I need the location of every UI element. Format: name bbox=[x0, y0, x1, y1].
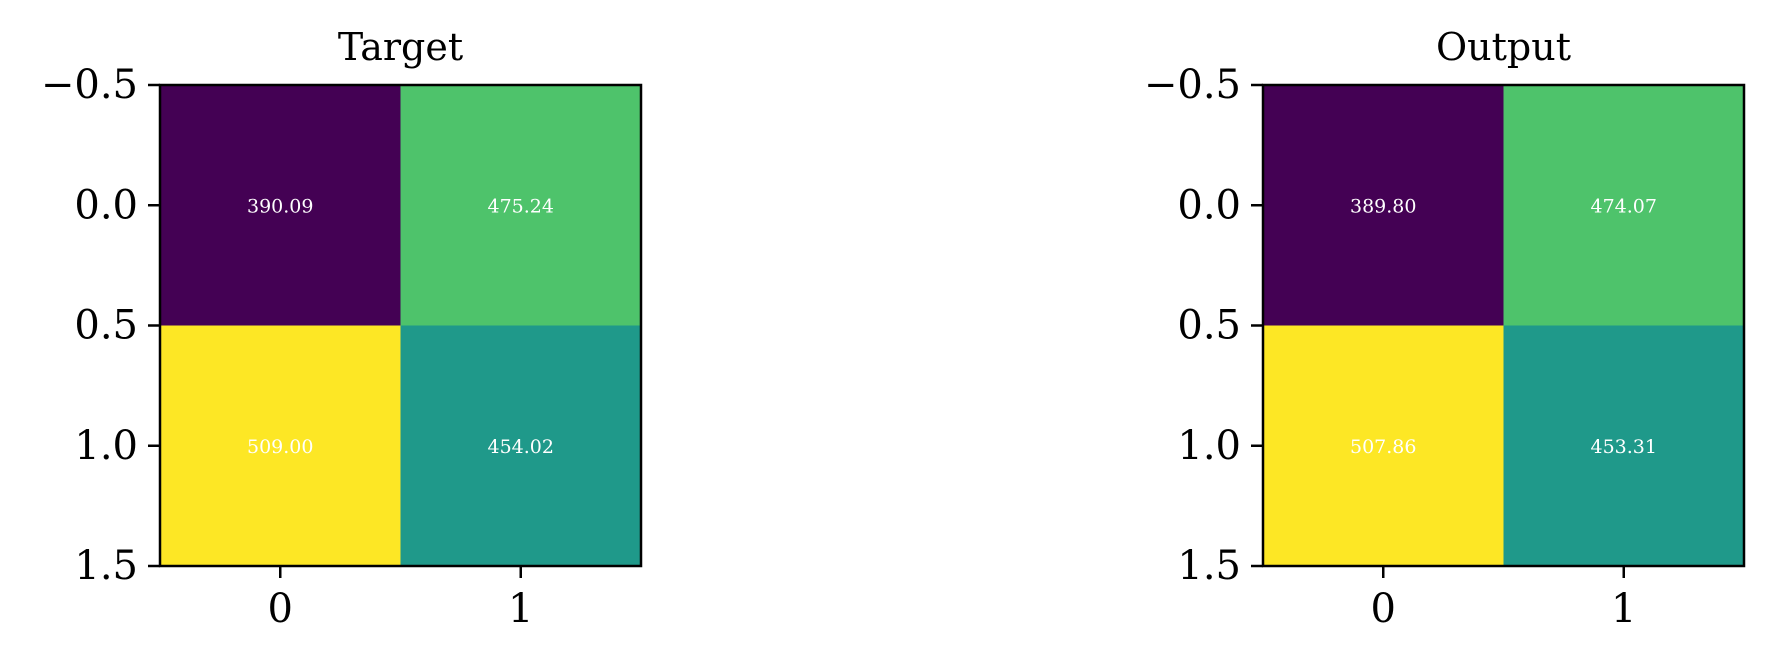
cell-value-label: 454.02 bbox=[488, 436, 554, 458]
y-tick-label: −0.5 bbox=[1144, 62, 1241, 108]
y-tick-label: 1.0 bbox=[74, 423, 138, 469]
heatmap-cell bbox=[400, 325, 641, 566]
cell-value-label: 474.07 bbox=[1591, 195, 1657, 217]
x-tick-label: 1 bbox=[508, 586, 533, 632]
heatmap-panel-target: Target 390.09 475.24 509.00 454.02 −0.5 0.0 0.… bbox=[41, 25, 643, 632]
heatmap-cell bbox=[160, 325, 401, 566]
chart-title: Output bbox=[1436, 25, 1571, 69]
cell-value-label: 453.31 bbox=[1591, 436, 1657, 458]
heatmap-panel-output: Output 389.80 474.07 507.86 453.31 −0.5 0.0 0.… bbox=[1144, 25, 1746, 632]
cell-value-label: 389.80 bbox=[1350, 195, 1416, 217]
y-tick-label: 0.0 bbox=[74, 182, 138, 228]
heatmap-cell bbox=[1503, 85, 1744, 326]
chart-title: Target bbox=[338, 25, 463, 69]
y-tick-label: −0.5 bbox=[41, 62, 138, 108]
y-tick-label: 1.0 bbox=[1177, 423, 1241, 469]
heatmap-cell bbox=[400, 85, 641, 326]
y-tick-label: 1.5 bbox=[74, 543, 138, 589]
cell-value-label: 509.00 bbox=[247, 436, 313, 458]
x-tick-label: 0 bbox=[268, 586, 293, 632]
y-tick-label: 0.5 bbox=[74, 303, 138, 349]
cell-value-label: 475.24 bbox=[488, 195, 554, 217]
y-tick-label: 0.0 bbox=[1177, 182, 1241, 228]
cell-value-label: 507.86 bbox=[1350, 436, 1416, 458]
x-tick-label: 1 bbox=[1611, 586, 1636, 632]
cell-value-label: 390.09 bbox=[247, 195, 313, 217]
heatmap-cell bbox=[160, 85, 401, 326]
heatmap-cell bbox=[1263, 325, 1504, 566]
y-tick-label: 0.5 bbox=[1177, 303, 1241, 349]
heatmap-cell bbox=[1263, 85, 1504, 326]
heatmap-cell bbox=[1503, 325, 1744, 566]
y-tick-label: 1.5 bbox=[1177, 543, 1241, 589]
x-tick-label: 0 bbox=[1371, 586, 1396, 632]
